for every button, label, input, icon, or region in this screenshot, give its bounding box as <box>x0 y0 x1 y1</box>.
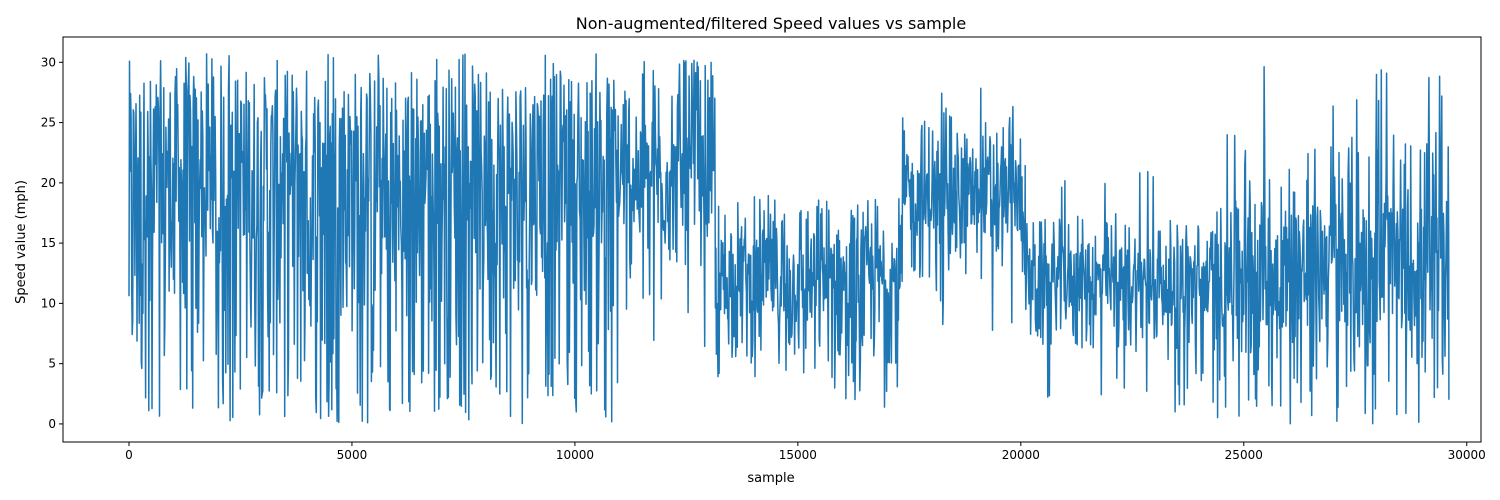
x-tick-label: 20000 <box>1002 448 1040 462</box>
y-tick-label: 25 <box>41 116 56 130</box>
x-tick-label: 25000 <box>1225 448 1263 462</box>
plot-area <box>128 53 1450 425</box>
y-tick-label: 10 <box>41 296 56 310</box>
x-tick-label: 10000 <box>556 448 594 462</box>
x-axis-label: sample <box>747 471 794 486</box>
x-tick-label: 0 <box>125 448 133 462</box>
chart-title: Non-augmented/filtered Speed values vs s… <box>576 14 966 33</box>
y-tick-label: 5 <box>48 357 56 371</box>
y-tick-label: 15 <box>41 236 56 250</box>
speed-series-line <box>128 53 1450 425</box>
y-axis-label: Speed value (mph) <box>14 180 29 304</box>
x-tick-label: 5000 <box>337 448 368 462</box>
y-axis: 0 5 10 15 20 25 30 <box>41 55 63 431</box>
x-axis: 0 5000 10000 15000 20000 25000 30000 <box>125 442 1486 462</box>
y-tick-label: 30 <box>41 55 56 69</box>
x-tick-label: 15000 <box>779 448 817 462</box>
y-tick-label: 20 <box>41 176 56 190</box>
axes-frame <box>62 36 1482 443</box>
y-tick-label: 0 <box>48 417 56 431</box>
x-tick-label: 30000 <box>1448 448 1486 462</box>
